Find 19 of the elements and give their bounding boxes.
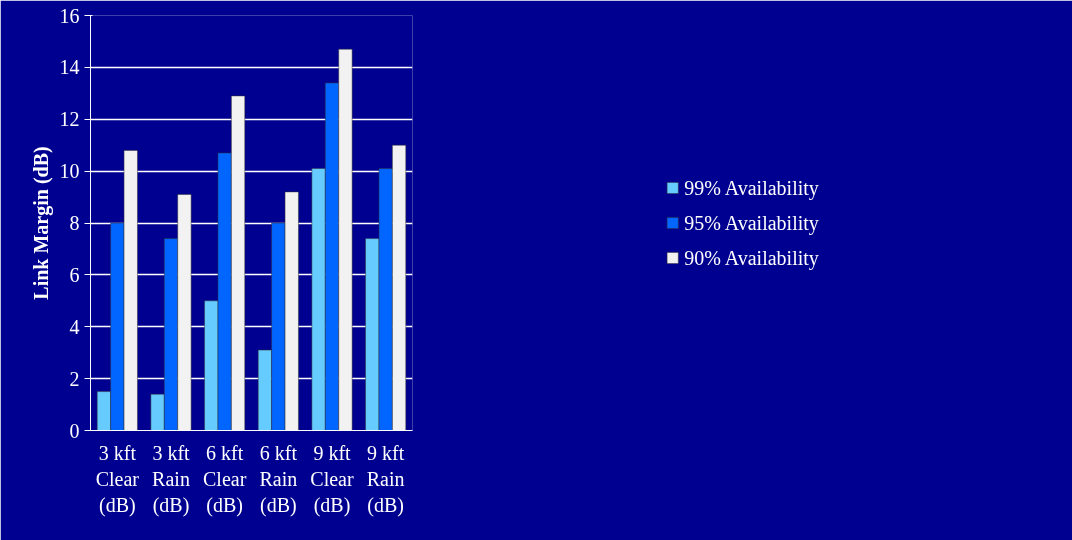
x-tick-label: 6 kft Rain (dB) [259, 441, 298, 518]
x-tick-label: 9 kft Rain (dB) [366, 441, 405, 518]
y-tick-label: 16 [59, 4, 80, 27]
legend-label: 90% Availability [684, 246, 819, 269]
y-tick-label: 14 [59, 56, 80, 79]
x-tick-label: 6 kft Clear (dB) [203, 441, 247, 518]
y-tick-label: 0 [69, 419, 80, 442]
legend-label: 95% Availability [684, 211, 819, 234]
y-tick-label: 4 [69, 315, 80, 338]
x-tick-label: 3 kft Rain (dB) [152, 441, 191, 518]
y-axis-title: Link Margin (dB) [29, 146, 53, 300]
y-tick-label: 12 [59, 108, 80, 131]
legend-label: 99% Availability [684, 176, 819, 199]
x-tick-label: 3 kft Clear (dB) [95, 441, 140, 518]
y-tick-label: 8 [69, 212, 80, 234]
y-tick-label: 6 [69, 263, 80, 286]
x-tick-label: 9 kft Clear (dB) [310, 441, 354, 518]
y-tick-label: 10 [59, 160, 80, 183]
y-tick-label: 2 [69, 367, 80, 390]
